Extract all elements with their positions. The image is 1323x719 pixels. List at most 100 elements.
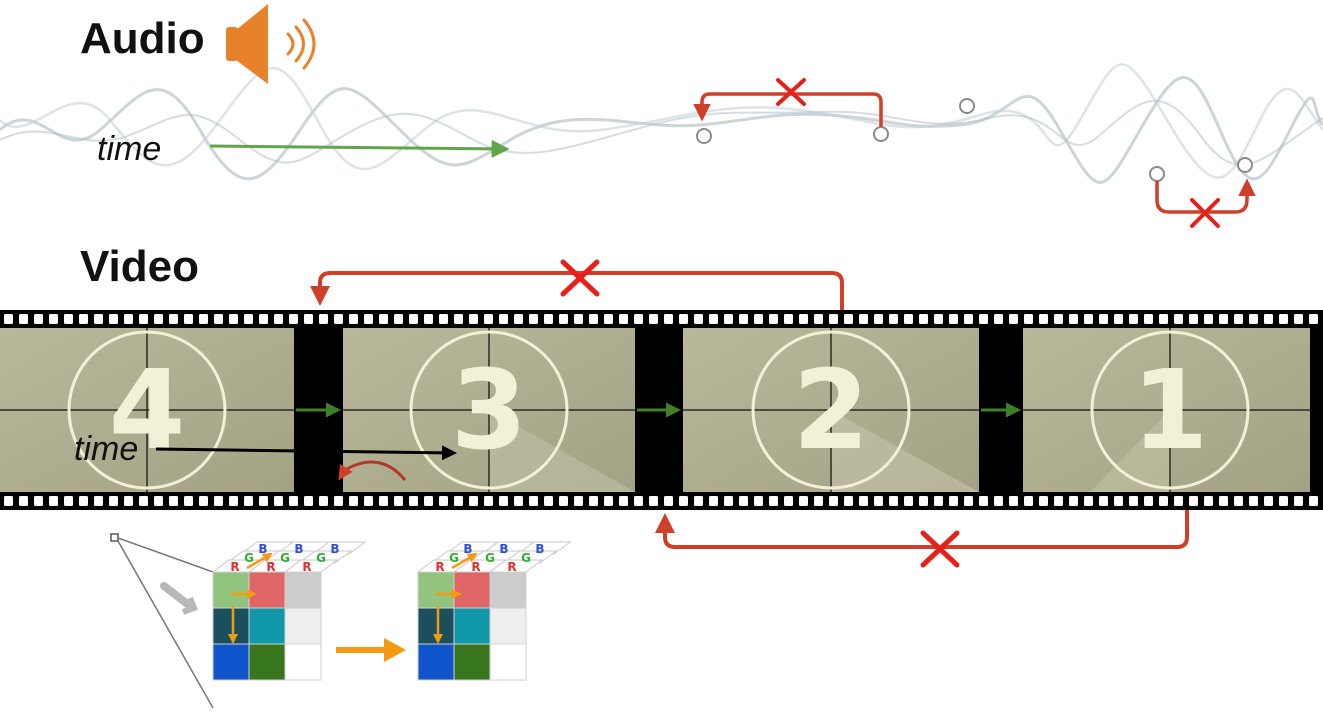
channel-label: G — [244, 551, 254, 565]
sample-point — [1237, 157, 1253, 173]
sprocket-hole — [289, 496, 298, 506]
sprocket-hole — [409, 314, 418, 324]
audio-time-label: time — [97, 130, 162, 168]
sprocket-hole — [1294, 496, 1303, 506]
channel-label: R — [471, 560, 480, 574]
sprocket-hole — [64, 314, 73, 324]
channel-label: R — [435, 560, 444, 574]
sprocket-hole — [304, 496, 313, 506]
channel-label: B — [258, 542, 267, 556]
sprocket-hole — [124, 314, 133, 324]
sprocket-hole — [214, 496, 223, 506]
sprocket-hole — [649, 314, 658, 324]
sprocket-hole — [94, 496, 103, 506]
sprocket-hole — [484, 314, 493, 324]
sprocket-hole — [919, 314, 928, 324]
sprocket-hole — [529, 314, 538, 324]
audio-time-arrow — [209, 139, 510, 158]
sprocket-hole — [694, 496, 703, 506]
pixel-grid-after: R R RG G GB B B — [416, 541, 572, 681]
sprocket-hole — [154, 496, 163, 506]
channel-label: G — [485, 551, 495, 565]
sprocket-hole — [439, 496, 448, 506]
pixel-scan-arrow — [246, 552, 273, 570]
sprocket-hole — [79, 496, 88, 506]
sprocket-hole — [544, 314, 553, 324]
sprocket-hole — [304, 314, 313, 324]
sprocket-hole — [814, 314, 823, 324]
frame-number-3: 3 — [451, 346, 528, 474]
audio-waveform — [0, 63, 1323, 184]
sprocket-hole — [1309, 314, 1318, 324]
video-invalid-jump-back — [310, 271, 844, 310]
red-x-icon — [920, 530, 960, 568]
pixel-cell — [453, 607, 491, 645]
sprocket-hole — [34, 496, 43, 506]
sprocket-hole — [574, 314, 583, 324]
sprocket-hole — [1129, 496, 1138, 506]
sprocket-hole — [499, 314, 508, 324]
sprocket-hole — [199, 496, 208, 506]
sprocket-hole — [169, 496, 178, 506]
sprocket-hole — [79, 314, 88, 324]
sprocket-hole — [1024, 314, 1033, 324]
sprocket-hole — [244, 314, 253, 324]
sprocket-hole — [454, 314, 463, 324]
pixel-cell — [284, 643, 322, 681]
channel-label: G — [316, 551, 326, 565]
sprocket-hole — [184, 314, 193, 324]
sprocket-hole — [1144, 314, 1153, 324]
sprocket-hole — [859, 314, 868, 324]
film-frame-4: 4 — [0, 328, 294, 492]
sprocket-hole — [1174, 496, 1183, 506]
video-invalid-jump-bottom — [655, 510, 1189, 549]
sprocket-hole — [1294, 314, 1303, 324]
sprocket-hole — [259, 314, 268, 324]
sprocket-hole — [889, 314, 898, 324]
frame-number-1: 1 — [1132, 346, 1209, 474]
pixel-cell — [248, 607, 286, 645]
sprocket-hole — [904, 496, 913, 506]
pixel-cell — [489, 571, 527, 609]
pixel-cell — [212, 571, 250, 609]
sprocket-hole — [274, 314, 283, 324]
sprocket-hole — [664, 496, 673, 506]
film-sprocket-holes-bottom — [4, 496, 1318, 506]
audio-heading: Audio — [80, 14, 205, 63]
sprocket-hole — [469, 496, 478, 506]
sprocket-hole — [1219, 314, 1228, 324]
sprocket-hole — [199, 314, 208, 324]
sprocket-hole — [754, 314, 763, 324]
sprocket-hole — [529, 496, 538, 506]
sprocket-hole — [34, 314, 43, 324]
pixel-zoom-callout — [110, 533, 214, 709]
sprocket-hole — [1099, 314, 1108, 324]
channel-label: G — [449, 551, 459, 565]
sprocket-hole — [139, 496, 148, 506]
sprocket-hole — [1084, 496, 1093, 506]
sprocket-hole — [739, 496, 748, 506]
sprocket-hole — [454, 496, 463, 506]
pixel-cell — [212, 643, 250, 681]
channel-label: B — [330, 542, 339, 556]
sprocket-hole — [1114, 496, 1123, 506]
red-x-icon — [1190, 198, 1220, 228]
sprocket-hole — [1204, 314, 1213, 324]
film-sprocket-holes-top — [4, 314, 1318, 324]
sprocket-hole — [934, 496, 943, 506]
sprocket-hole — [334, 314, 343, 324]
sprocket-hole — [769, 314, 778, 324]
sprocket-hole — [1189, 314, 1198, 324]
sprocket-hole — [154, 314, 163, 324]
sprocket-hole — [394, 314, 403, 324]
sprocket-hole — [889, 496, 898, 506]
sprocket-hole — [1114, 314, 1123, 324]
sprocket-hole — [1219, 496, 1228, 506]
sprocket-hole — [19, 314, 28, 324]
sprocket-hole — [364, 314, 373, 324]
pixel-cell — [417, 607, 455, 645]
sprocket-hole — [739, 314, 748, 324]
sprocket-hole — [1174, 314, 1183, 324]
sprocket-hole — [784, 496, 793, 506]
